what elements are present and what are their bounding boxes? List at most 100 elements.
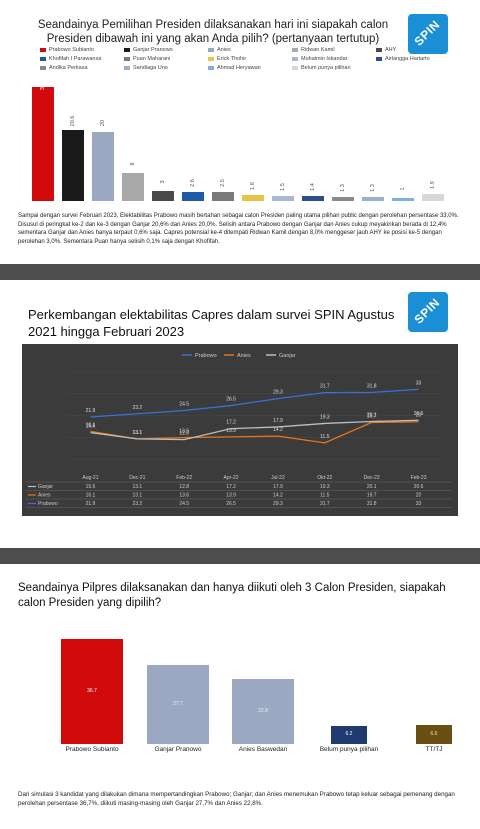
chart1-bar-label: 1.5	[280, 182, 286, 191]
chart1-description: Sampai dengan survei Februari 2023, Elek…	[18, 213, 459, 245]
chart1-legend-swatch	[292, 47, 298, 52]
chart3-title: Seandainya Pilpres dilaksanakan dan hany…	[18, 582, 446, 609]
chart2-x-label: Apr-22	[224, 475, 239, 481]
spin-logo-text-2: SPIN	[411, 295, 443, 327]
chart1-legend-swatch	[40, 56, 46, 61]
spin-logo-text: SPIN	[411, 17, 443, 49]
chart3-bar	[61, 639, 123, 744]
chart1-legend-label: Puan Maharani	[133, 56, 171, 62]
chart1-legend-item: Khofifah I Parawansa	[40, 56, 101, 64]
chart2-table-cell: 17.9	[273, 484, 283, 490]
chart2-data-label: 21.9	[86, 408, 96, 414]
chart1-bar	[182, 192, 204, 201]
chart1-bar-label: 1.9	[430, 181, 436, 190]
chart2-table-cell: 13.1	[132, 484, 142, 490]
chart2-data-label: 11.5	[320, 434, 330, 440]
chart2-panel: Prabowo Anies Ganjar 21.9 23.2 24.5 26.5 29.3 31…	[22, 344, 458, 516]
chart2-legend-label: Ganjar	[279, 353, 296, 359]
chart1-bar	[62, 129, 84, 201]
chart1-bar	[152, 190, 174, 201]
chart3-bar	[416, 725, 452, 744]
chart1-legend-swatch	[208, 56, 214, 61]
chart1-legend-swatch	[40, 47, 46, 52]
chart2-title: Perkembangan elektabilitas Capres dalam …	[28, 307, 395, 339]
chart2-table-cell: 24.5	[179, 501, 189, 507]
chart2-table-cell: 14.2	[273, 493, 283, 499]
chart2-data-label: 13.1	[132, 430, 142, 436]
chart2-data-label: 17.9	[273, 418, 283, 424]
chart2-table-series-name: Anies	[38, 493, 51, 499]
chart3-categories: Prabowo Subianto Ganjar Pranowo Anies Basw…	[22, 746, 462, 758]
chart3-bar	[232, 679, 294, 744]
chart2-data-label: 15.6	[86, 424, 96, 430]
chart1-legend-item: AHY	[376, 47, 396, 55]
chart2-table-cell: 31.8	[367, 501, 377, 507]
chart3-bar-label: 22.8	[258, 707, 268, 714]
chart1-bar-label: 20.6	[70, 115, 76, 127]
spin-logo-2: SPIN	[408, 292, 448, 332]
chart1-legend-label: Belum punya pilihan	[301, 65, 351, 71]
chart3-bar	[331, 726, 367, 744]
chart2-table-cell: 21.9	[86, 501, 96, 507]
chart1-legend-item: Erick Thohir	[208, 56, 246, 64]
chart2-data-label: 13.1	[132, 430, 142, 436]
chart2-data-label: 19.3	[320, 414, 330, 420]
chart2-data-label: 20.6	[414, 411, 424, 417]
spin-logo: SPIN	[408, 14, 448, 54]
chart1-legend-label: Muhaimin Iskandar	[301, 56, 348, 62]
chart2-table-cell: 13.1	[132, 493, 142, 499]
chart2-x-label: Dec-22	[364, 475, 380, 481]
chart2-table-cell: 11.5	[320, 493, 330, 499]
chart1-legend-label: Erick Thohir	[217, 56, 247, 62]
chart1-legend-label: Andika Perkasa	[49, 65, 88, 71]
chart1-legend-swatch	[124, 56, 130, 61]
chart2-table-cell: 31.7	[320, 501, 330, 507]
chart1-legend-label: Airlangga Hartarto	[385, 56, 430, 62]
chart2-data-label: 20	[416, 413, 422, 419]
chart2-x-label: Feb-22	[176, 475, 192, 481]
chart1-bar	[422, 194, 444, 201]
chart1-bar-label: 1.4	[310, 183, 316, 191]
chart2-data-label: 13.6	[179, 429, 189, 435]
chart2-data-label: 17.2	[226, 420, 236, 426]
chart3-category-label: Ganjar Pranowo	[154, 746, 202, 753]
chart1-legend-swatch	[208, 65, 214, 70]
chart1-bar-label: 1	[400, 187, 406, 191]
chart2-legend-label: Prabowo	[195, 353, 217, 359]
chart1-legend-label: Khofifah I Parawansa	[49, 56, 102, 62]
chart2-x-label: Dec-21	[129, 475, 145, 481]
chart1-legend-swatch	[292, 56, 298, 61]
chart1-legend-item: Puan Maharani	[124, 56, 170, 64]
chart2-table-series-name: Ganjar	[38, 484, 53, 490]
chart1-bar-label: 20	[100, 119, 106, 126]
chart1-legend-item: Ahmad Heryawan	[208, 65, 261, 73]
chart2-data-label: 24.5	[179, 402, 189, 408]
chart2-table-cell: 23.2	[132, 501, 142, 507]
chart1-legend-item: Muhaimin Iskandar	[292, 56, 347, 64]
chart2-table-cell: 19.3	[320, 484, 330, 490]
chart3-category-label: Prabowo Subianto	[65, 746, 119, 753]
divider-band-2	[0, 548, 480, 564]
chart1-legend-item: Anies	[208, 47, 231, 55]
chart1-legend-item: Andika Perkasa	[40, 65, 88, 73]
chart3-bar	[147, 665, 209, 744]
chart2-table-cell: 13.9	[226, 493, 236, 499]
chart3-bar-label: 36.7	[87, 687, 97, 694]
chart1-plot: 33 20.6 20 8 3 2.6 2.5 1.8 1.5 1.4 1.3 1.3 1 1.9	[28, 80, 448, 201]
chart1-bar	[362, 196, 384, 201]
chart1-bar-label: 3	[160, 180, 166, 184]
chart2-table-cell: 20.1	[367, 484, 377, 490]
chart1-bar-label: 1.3	[340, 183, 346, 192]
chart2-data-label: 31.7	[320, 384, 330, 390]
chart1-bar-label: 2.5	[220, 179, 226, 188]
chart1-legend-label: Ahmad Heryawan	[217, 65, 261, 71]
chart2-table-cell: 20.6	[414, 484, 424, 490]
chart1-legend-swatch	[208, 47, 214, 52]
chart1-bar	[242, 194, 264, 201]
chart1-legend-swatch	[376, 47, 382, 52]
chart2-data-label: 31.8	[367, 383, 377, 389]
section-top-bar-chart: Seandainya Pemilihan Presiden dilaksanak…	[0, 0, 480, 262]
chart1-legend-label: Anies	[217, 47, 231, 53]
chart2-table-cell: 33	[416, 501, 422, 507]
chart1-bar	[392, 197, 414, 201]
